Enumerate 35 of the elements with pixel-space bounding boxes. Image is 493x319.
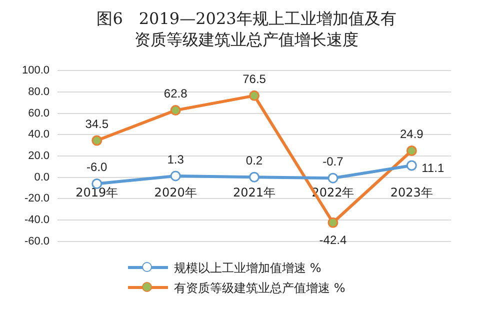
point bbox=[249, 172, 260, 182]
x-tick-label: 2020年 bbox=[154, 186, 197, 200]
y-tick-label: -20.0 bbox=[24, 192, 50, 205]
point bbox=[406, 160, 417, 171]
point bbox=[249, 90, 260, 101]
point bbox=[170, 170, 181, 182]
y-tick-label: 80.0 bbox=[28, 86, 50, 98]
y-tick-label: 100.0 bbox=[22, 64, 50, 77]
y-tick-label: 40.0 bbox=[28, 128, 50, 141]
point bbox=[328, 217, 338, 228]
legend-label: 有资质等级建筑业总产值增速 % bbox=[174, 280, 346, 296]
data-label: 34.5 bbox=[85, 116, 109, 131]
data-label: -42.4 bbox=[319, 232, 347, 247]
point bbox=[328, 172, 338, 184]
point bbox=[406, 146, 417, 156]
data-label: 62.8 bbox=[164, 86, 188, 101]
y-tick-label: 60.0 bbox=[28, 107, 50, 120]
point bbox=[170, 105, 181, 116]
data-label: 1.3 bbox=[167, 152, 184, 166]
y-tick-label: -60.0 bbox=[24, 235, 50, 248]
x-tick-label: 2021年 bbox=[232, 186, 276, 200]
data-label: 24.9 bbox=[400, 127, 424, 142]
data-label: -0.7 bbox=[322, 154, 344, 168]
data-label: -6.0 bbox=[86, 160, 108, 174]
data-label: 0.2 bbox=[246, 153, 263, 168]
y-tick-label: 20.0 bbox=[28, 150, 50, 162]
y-tick-label: 0.0 bbox=[34, 171, 50, 184]
legend-label: 规模以上工业增加值增速 % bbox=[174, 260, 322, 276]
chart-title: 图6 2019—2023年规上工业增加值及有资质等级建筑业总产值增长速度 bbox=[96, 8, 396, 51]
y-tick-label: -40.0 bbox=[24, 214, 50, 226]
point bbox=[92, 135, 102, 146]
data-label: 11.1 bbox=[422, 160, 444, 175]
data-label: 76.5 bbox=[242, 72, 266, 86]
x-tick-label: 2019年 bbox=[76, 186, 118, 200]
x-tick-label: 2023年 bbox=[390, 186, 433, 200]
